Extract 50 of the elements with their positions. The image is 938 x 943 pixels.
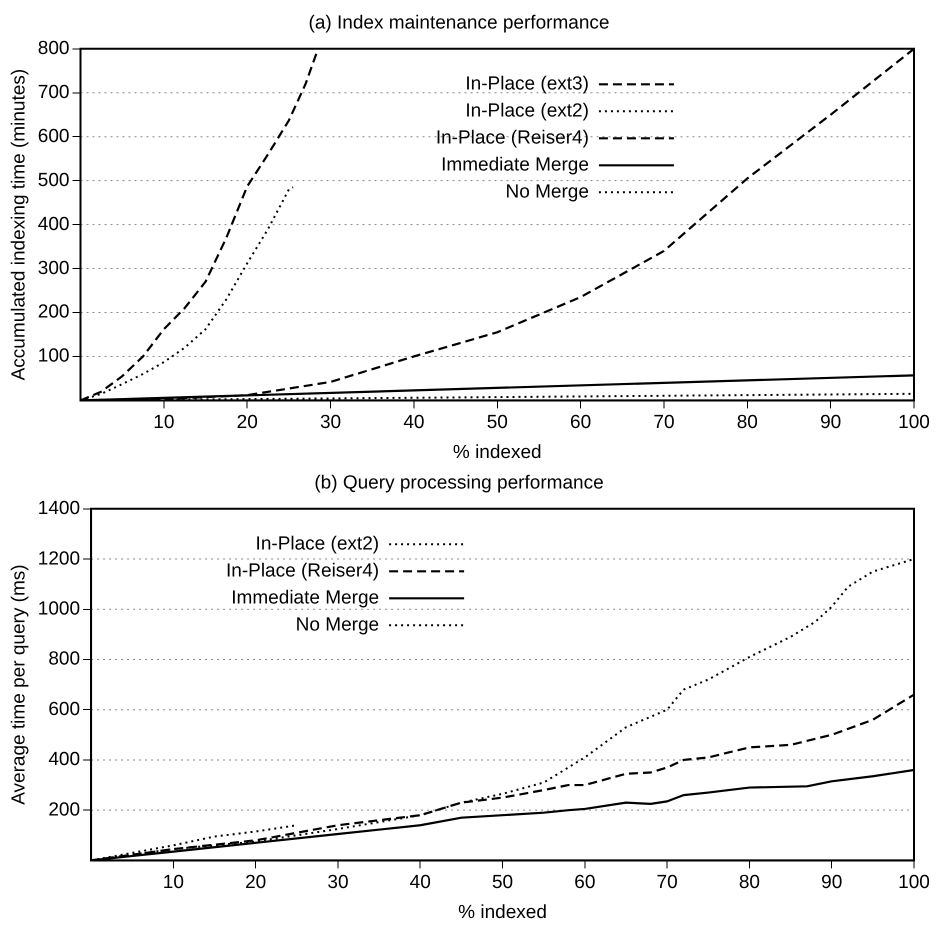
y-tick-label: 800 [48,648,80,670]
legend-label: Immediate Merge [231,588,380,609]
legend-label: In-Place (Reiser4) [226,560,380,582]
x-tick-label: 20 [236,412,258,434]
y-tick-label: 1000 [38,598,80,620]
x-tick-label: 60 [574,872,596,894]
y-tick-label: 600 [48,698,80,720]
x-tick-label: 50 [492,872,514,894]
y-tick-label: 1200 [38,548,80,570]
y-tick-label: 600 [38,126,70,147]
x-tick-label: 20 [245,872,266,894]
y-tick-label: 800 [38,38,70,60]
legend-label: No Merge [296,614,380,636]
x-tick-label: 30 [327,872,349,894]
x-tick-label: 30 [320,412,342,434]
y-axis-title: Accumulated indexing time (minutes) [8,68,30,380]
x-tick-label: 80 [738,872,760,894]
legend-label: Immediate Merge [441,154,589,176]
legend-label: No Merge [506,182,589,203]
y-axis-title: Average time per query (ms) [8,564,30,805]
x-tick-label: 90 [821,872,842,894]
y-tick-label: 400 [48,749,80,770]
chart-title: (b) Query processing performance [314,472,604,494]
x-tick-label: 70 [653,412,675,434]
x-axis-title: % indexed [458,902,547,923]
x-tick-label: 60 [570,412,592,434]
x-tick-label: 40 [410,872,431,894]
x-axis-title: % indexed [452,442,542,463]
y-tick-label: 100 [38,346,70,367]
x-tick-label: 90 [820,412,842,434]
y-tick-label: 200 [48,799,80,820]
y-tick-label: 400 [38,214,70,235]
x-tick-label: 100 [898,412,930,434]
x-tick-label: 40 [403,412,424,434]
y-tick-label: 200 [38,302,70,323]
chart-title: (a) Index maintenance performance [308,12,610,34]
x-tick-label: 80 [736,412,758,434]
legend-label: In-Place (ext2) [256,534,380,555]
legend-label: In-Place (ext2) [465,100,589,122]
x-tick-label: 70 [656,872,678,894]
x-tick-label: 100 [898,872,930,894]
legend-label: In-Place (ext3) [465,74,589,95]
y-tick-label: 700 [38,82,70,103]
y-tick-label: 1400 [38,498,80,520]
legend-label: In-Place (Reiser4) [436,128,589,149]
y-tick-label: 300 [38,258,70,279]
x-tick-label: 50 [486,412,508,434]
x-tick-label: 10 [153,412,174,434]
x-tick-label: 10 [162,872,184,894]
y-tick-label: 500 [38,170,70,191]
